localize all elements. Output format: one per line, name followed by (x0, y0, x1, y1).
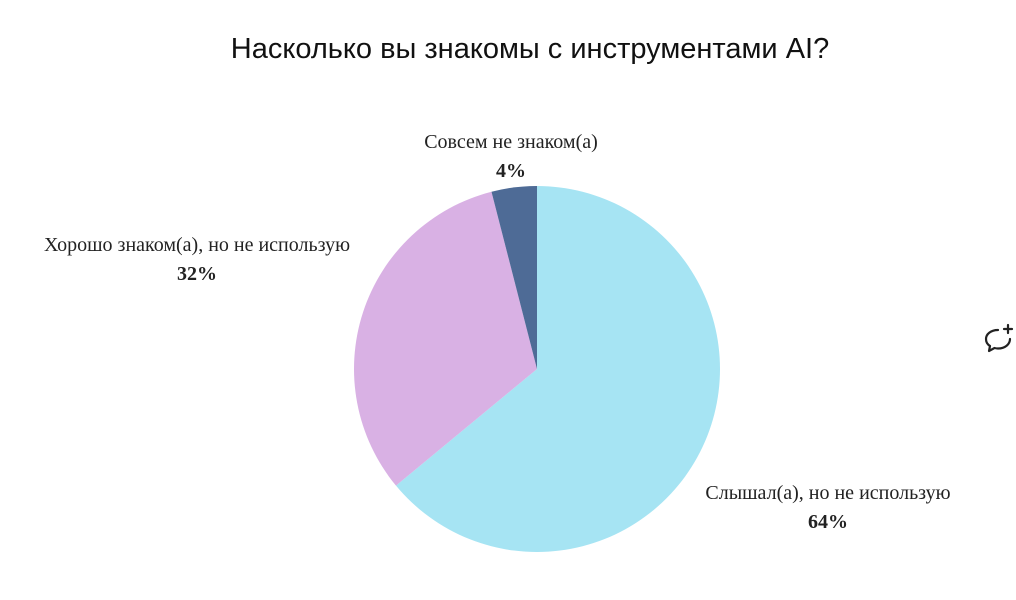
slice-label-2: Хорошо знаком(а), но не использую (44, 234, 350, 256)
pie-slice-3[interactable] (491, 186, 537, 369)
slice-label-3: Совсем не знаком(а) (424, 131, 598, 153)
pie-slice-2[interactable] (353, 191, 537, 486)
chart-title: Насколько вы знакомы с инструментами AI? (230, 33, 830, 65)
slice-labels: Слышал(а), но не использую 64% Хорошо знак… (44, 131, 951, 533)
pie-slices (353, 186, 721, 552)
slice-value-1: 64% (808, 511, 848, 533)
pie-slice-1[interactable] (395, 186, 721, 552)
slice-label-1: Слышал(а), но не использую (705, 482, 950, 504)
slice-value-3: 4% (496, 160, 526, 182)
add-comment-icon[interactable] (982, 322, 1016, 356)
slice-value-2: 32% (177, 263, 217, 285)
